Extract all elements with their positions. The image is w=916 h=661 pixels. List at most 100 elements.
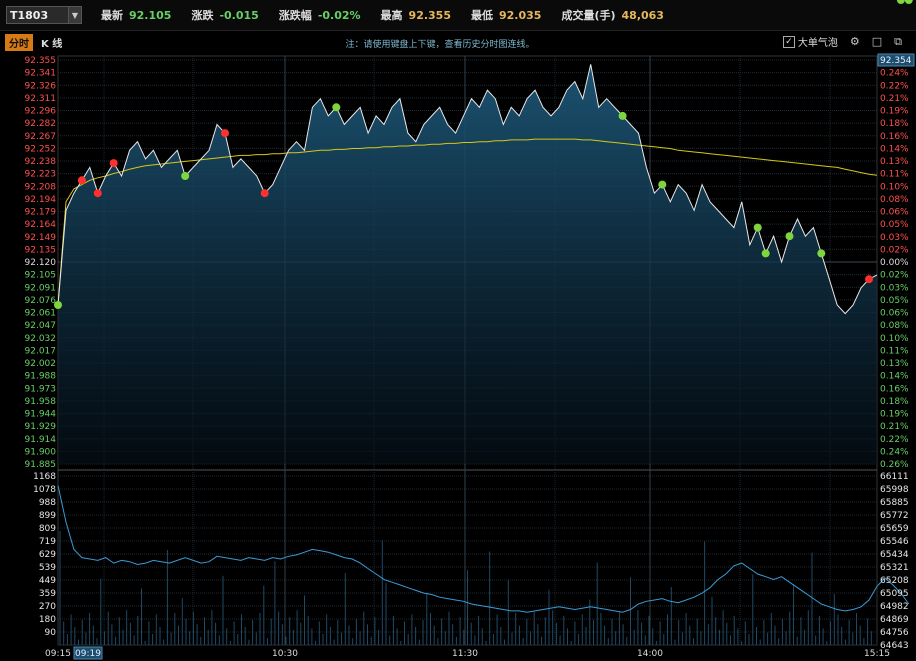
stat-label: 最高 (380, 9, 403, 22)
volume-tick-label: 270 (39, 602, 56, 612)
percent-tick-label: 0.19% (880, 410, 909, 420)
stat-high: 最高 92.355 (381, 7, 451, 23)
percent-tick-label: 0.14% (880, 144, 909, 154)
open-interest-tick-label: 64869 (880, 615, 909, 625)
sell-bubble[interactable] (761, 249, 770, 258)
sell-bubble[interactable] (817, 249, 826, 258)
percent-tick-label: 0.05% (880, 220, 909, 230)
sell-bubble[interactable] (753, 223, 762, 232)
bubble-checkbox[interactable]: ✓ (782, 35, 795, 48)
volume-tick-label: 899 (39, 511, 56, 521)
price-tick-label: 91.929 (25, 422, 57, 432)
percent-tick-label: 0.06% (880, 309, 909, 319)
sell-bubble[interactable] (332, 103, 341, 112)
chart-grid (57, 55, 878, 646)
tab-intraday[interactable]: 分时 (5, 33, 33, 51)
symbol-code: T1803 (10, 8, 49, 22)
volume-tick-label: 539 (39, 563, 56, 573)
volume-tick-label: 1168 (33, 472, 56, 482)
price-tick-label: 92.326 (25, 81, 57, 91)
stat-change: 涨跌 -0.015 (191, 7, 258, 23)
volume-bars (59, 531, 872, 645)
stat-low: 最低 92.035 (471, 7, 541, 23)
current-price-tag: 92.354 (880, 56, 912, 66)
chart-toolbar: 分时 K 线 注：请使用键盘上下键，查看历史分时图连线。 ✓ 大单气泡 ⚙ □ … (0, 31, 916, 53)
stat-change-pct: 涨跌幅 -0.02% (279, 7, 361, 23)
percent-tick-label: 0.10% (880, 334, 909, 344)
open-interest-tick-label: 64756 (880, 628, 909, 638)
buy-bubble[interactable] (221, 129, 229, 138)
stat-label: 最低 (471, 9, 493, 22)
percent-tick-label: 0.08% (880, 321, 909, 331)
open-interest-tick-label: 64643 (880, 641, 909, 651)
percent-tick-label: 0.22% (880, 435, 909, 445)
chevron-down-icon[interactable]: ▼ (68, 6, 82, 24)
price-tick-label: 91.900 (25, 447, 57, 457)
price-tick-label: 92.296 (25, 107, 57, 117)
time-tick-label: 11:30 (452, 649, 478, 659)
price-tick-label: 92.061 (25, 309, 57, 319)
volume-tick-label: 90 (45, 628, 57, 638)
history-notice: 注：请使用键盘上下键，查看历史分时图连线。 (345, 40, 535, 50)
percent-tick-label: 0.06% (880, 208, 909, 218)
price-axis-left: 92.355 92.341 92.326 92.311 92.296 92.282 92.2… (25, 56, 57, 470)
time-tick-label: 15:15 (864, 649, 890, 659)
stat-value: 92.355 (408, 8, 451, 22)
volume-axis-left: 1168 1078 988 899 809 719 629 539 449 359 270 180 90 (33, 472, 56, 638)
price-tick-label: 91.914 (25, 435, 57, 445)
percent-tick-label: 0.05% (880, 296, 909, 306)
price-tick-label: 92.223 (25, 170, 57, 180)
stat-value: 48,063 (621, 8, 664, 22)
percent-tick-label: 0.02% (880, 271, 909, 281)
stat-label: 涨跌 (191, 9, 214, 22)
volume-tick-label: 1078 (33, 485, 56, 495)
buy-bubble[interactable] (109, 159, 118, 168)
price-tick-label: 92.017 (25, 346, 57, 356)
percent-tick-label: 0.14% (880, 372, 909, 382)
tab-kline[interactable]: K 线 (41, 38, 63, 50)
volume-tick-label: 988 (39, 498, 56, 508)
percent-tick-label: 0.08% (880, 195, 909, 205)
quote-header: T1803 ▼ 最新 92.105 涨跌 -0.015 涨跌幅 -0.02% 最… (0, 0, 916, 31)
percent-tick-label: 0.16% (880, 384, 909, 394)
volume-tick-label: 359 (39, 589, 56, 599)
price-tick-label: 92.179 (25, 208, 57, 218)
sell-bubble[interactable] (658, 180, 667, 189)
price-tick-label: 92.282 (25, 119, 57, 129)
open-interest-tick-label: 65885 (880, 498, 909, 508)
price-tick-label: 92.164 (25, 220, 57, 230)
buy-bubble[interactable] (77, 176, 86, 185)
buy-bubble[interactable] (865, 275, 873, 284)
stat-label: 涨跌幅 (278, 9, 312, 22)
price-tick-label: 91.973 (25, 384, 57, 394)
open-interest-tick-label: 65095 (880, 589, 909, 599)
volume-tick-label: 809 (39, 524, 56, 534)
open-interest-tick-label: 65208 (880, 576, 909, 586)
maximize-icon[interactable]: □ (871, 35, 883, 48)
price-tick-label: 91.944 (25, 410, 57, 420)
cursor-time-tag: 09:19 (75, 649, 101, 659)
price-tick-label: 92.120 (25, 258, 57, 268)
sell-bubble[interactable] (618, 111, 627, 120)
percent-tick-label: 0.11% (880, 170, 909, 180)
popout-icon[interactable]: ⧉ (894, 34, 902, 48)
percent-tick-label: 0.26% (880, 460, 909, 470)
percent-tick-label: 0.19% (880, 107, 909, 117)
stat-value: 92.105 (129, 8, 172, 22)
sell-bubble[interactable] (785, 232, 794, 241)
open-interest-tick-label: 65998 (880, 485, 909, 495)
sell-bubble[interactable] (181, 172, 190, 180)
percent-tick-label: 0.13% (880, 157, 909, 167)
time-tick-label: 10:30 (272, 649, 298, 659)
buy-bubble[interactable] (260, 189, 269, 198)
buy-bubble[interactable] (93, 189, 102, 198)
gear-icon[interactable]: ⚙ (849, 35, 860, 48)
price-tick-label: 92.149 (25, 233, 57, 243)
symbol-selector[interactable]: T1803 ▼ (6, 6, 82, 24)
stat-label: 最新 (101, 9, 123, 22)
sell-bubble[interactable] (54, 301, 62, 309)
stat-value: -0.02% (317, 8, 361, 22)
volume-tick-label: 449 (39, 576, 56, 586)
price-line (57, 64, 878, 315)
